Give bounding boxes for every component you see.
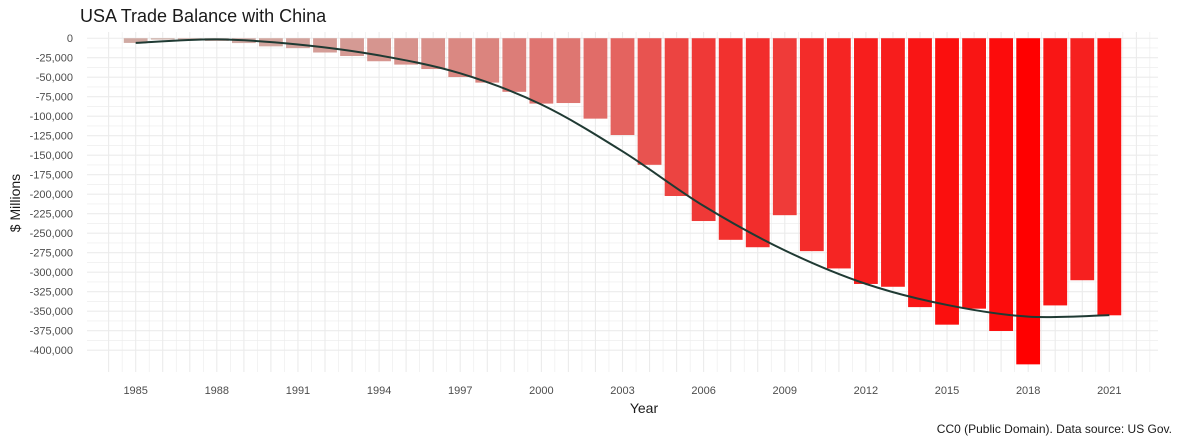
x-tick-label: 2006: [691, 385, 715, 397]
bar: [1097, 38, 1122, 316]
x-tick-label: 1991: [286, 385, 310, 397]
x-tick-label: 1994: [367, 385, 391, 397]
bar: [1043, 38, 1068, 306]
y-tick-label: -100,000: [30, 111, 73, 123]
x-tick-label: 2012: [854, 385, 878, 397]
bar: [854, 38, 878, 284]
bar: [908, 38, 932, 308]
bar: [1070, 38, 1095, 281]
bar: [448, 38, 473, 77]
y-tick-label: -400,000: [30, 345, 73, 357]
bar: [799, 38, 824, 252]
y-tick-label: -50,000: [36, 72, 73, 84]
bar: [529, 38, 554, 104]
bar: [691, 38, 716, 222]
bar: [286, 38, 310, 49]
y-tick-label: 0: [67, 33, 73, 45]
y-tick-label: -150,000: [30, 150, 73, 162]
y-tick-label: -175,000: [30, 170, 73, 182]
bar: [475, 38, 500, 83]
bar: [340, 38, 364, 57]
x-tick-label: 2021: [1097, 385, 1121, 397]
bar: [881, 38, 905, 287]
bar: [150, 38, 175, 40]
x-tick-label: 1997: [448, 385, 472, 397]
x-tick-label: 2009: [773, 385, 797, 397]
chart-title: USA Trade Balance with China: [80, 6, 327, 26]
chart-caption: CC0 (Public Domain). Data source: US Gov…: [936, 422, 1172, 436]
x-tick-label: 2000: [529, 385, 553, 397]
x-tick-label: 1985: [123, 385, 147, 397]
x-tick-label: 2003: [610, 385, 634, 397]
bar: [1016, 38, 1041, 365]
bar: [610, 38, 635, 136]
bar: [583, 38, 608, 119]
bar: [313, 38, 337, 53]
y-axis-label: $ Millions: [7, 173, 23, 233]
y-tick-label: -125,000: [30, 131, 73, 143]
y-tick-label: -25,000: [36, 53, 73, 65]
y-tick-label: -200,000: [30, 189, 73, 201]
y-tick-label: -225,000: [30, 209, 73, 221]
y-tick-label: -375,000: [30, 326, 73, 338]
bar: [637, 38, 662, 165]
x-tick-label: 1988: [205, 385, 229, 397]
bar: [556, 38, 581, 104]
y-tick-label: -75,000: [36, 92, 73, 104]
bar: [664, 38, 689, 196]
bar: [123, 38, 148, 43]
y-tick-label: -325,000: [30, 287, 73, 299]
y-tick-label: -275,000: [30, 248, 73, 260]
bar: [772, 38, 797, 216]
bar: [826, 38, 851, 269]
bar: [989, 38, 1014, 331]
bar: [935, 38, 959, 325]
bar: [718, 38, 743, 240]
y-tick-label: -250,000: [30, 228, 73, 240]
bar: [394, 38, 419, 65]
bar: [962, 38, 986, 309]
x-axis-label: Year: [629, 400, 659, 416]
bar: [502, 38, 527, 92]
bar: [745, 38, 770, 248]
y-tick-label: -350,000: [30, 306, 73, 318]
trend-line: [135, 38, 1110, 319]
bar: [421, 38, 446, 70]
y-tick-label: -300,000: [30, 267, 73, 279]
x-tick-label: 2015: [935, 385, 959, 397]
x-tick-label: 2018: [1016, 385, 1040, 397]
